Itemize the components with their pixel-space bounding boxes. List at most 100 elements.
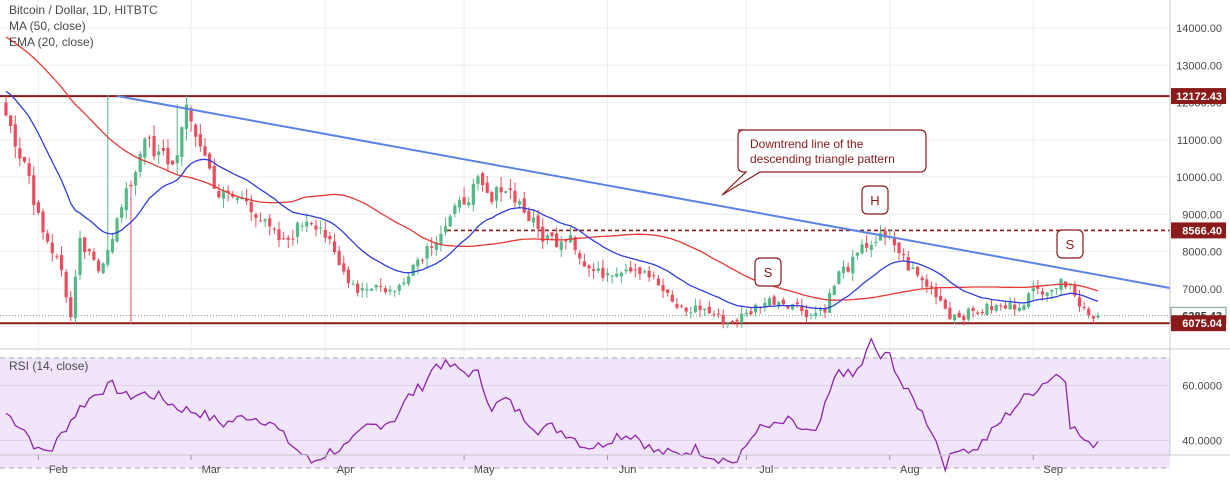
candle-body [397,285,401,291]
candle-body [1008,302,1012,310]
candle-body [406,276,411,284]
candle-body [157,151,161,156]
candle-body [531,217,536,223]
candle-body [925,279,929,287]
candle-body [1031,288,1035,292]
candle-body [337,250,341,265]
time-tick-label: Sep [1043,464,1063,476]
candle-body [22,156,27,162]
ma-legend[interactable]: MA (50, close) [9,19,86,33]
moving-average-lines [5,36,1099,310]
candle-body [198,134,202,147]
time-tick-label: Feb [49,464,68,476]
time-tick-label: Jun [619,464,637,476]
candle-body [1096,315,1100,318]
candle-body [430,246,434,248]
candle-body [411,264,415,276]
candle-body [726,322,730,324]
candle-body [106,249,110,265]
candle-body [328,235,332,240]
candle-body [490,192,494,202]
candle-body [64,271,68,298]
candle-body [707,306,711,314]
candle-body [860,244,864,254]
callout-line-1: Downtrend line of the [750,137,864,151]
candle-body [573,237,577,251]
candle-body [217,190,221,198]
candle-body [865,243,869,248]
candle-body [647,270,651,278]
candle-body [962,316,966,321]
candle-body [207,153,212,169]
ema-legend[interactable]: EMA (20, close) [9,35,94,49]
candle-body [1022,305,1026,310]
candle-body [115,218,119,242]
callout-line-2: descending triangle pattern [750,152,895,166]
price-tag-8566: 8566.40 [1182,225,1222,237]
left-shoulder-label: S [764,265,773,280]
candle-body [513,190,517,203]
candle-body [1077,297,1082,307]
candle-body [716,313,721,315]
candle-body [453,205,457,214]
candle-body [494,187,499,201]
candle-body [999,305,1003,307]
candle-body [365,289,369,291]
candle-body [1091,316,1095,319]
candle-body [434,242,438,251]
candle-body [369,289,374,291]
candle-body [823,309,827,313]
candle-body [161,148,165,151]
time-tick-label: Apr [337,464,354,476]
candle-body [462,197,466,205]
symbol-title: Bitcoin / Dollar, 1D, HITBTC [9,3,158,17]
price-tick-label: 7000.00 [1182,284,1222,296]
candle-body [564,240,568,242]
candle-body [1073,285,1077,296]
price-levels [0,95,1170,325]
callout-box [721,129,927,196]
candle-body [212,165,216,189]
candle-body [221,191,226,199]
candle-body [50,242,54,254]
time-tick-label: Aug [900,464,920,476]
candle-body [245,198,249,202]
candle-body [994,304,998,311]
candle-body [425,246,429,259]
candle-body [795,302,799,304]
candle-body [1082,306,1086,309]
rsi-line [5,337,1099,473]
candle-body [712,314,716,316]
candle-body [124,188,128,211]
rsi-legend[interactable]: RSI (14, close) [9,359,89,373]
candle-body [818,309,822,311]
candle-body [46,233,50,242]
price-tick-label: 14000.00 [1176,23,1222,35]
right-shoulder-label: S [1066,237,1075,252]
candle-body [777,302,781,306]
candle-body [143,138,147,158]
candle-body [855,252,859,256]
candle-body [1045,292,1049,297]
candle-body [929,286,934,288]
candle-body [763,302,767,308]
candle-body [249,201,253,213]
candle-body [522,198,526,213]
candle-body [314,225,318,230]
candle-body [809,314,813,316]
candle-body [920,277,924,281]
candle-body [138,154,142,172]
candle-body [624,269,628,272]
candle-body [286,237,290,240]
candle-body [619,272,624,277]
candle-body [545,235,549,240]
rsi-tick-label: 40.0000 [1182,436,1222,448]
candle-body [92,251,96,260]
candle-body [902,253,906,256]
candle-body [272,228,276,230]
candle-body [828,292,832,313]
candle-body [133,172,138,186]
trendline-group [116,95,1171,289]
candle-body [360,288,364,291]
